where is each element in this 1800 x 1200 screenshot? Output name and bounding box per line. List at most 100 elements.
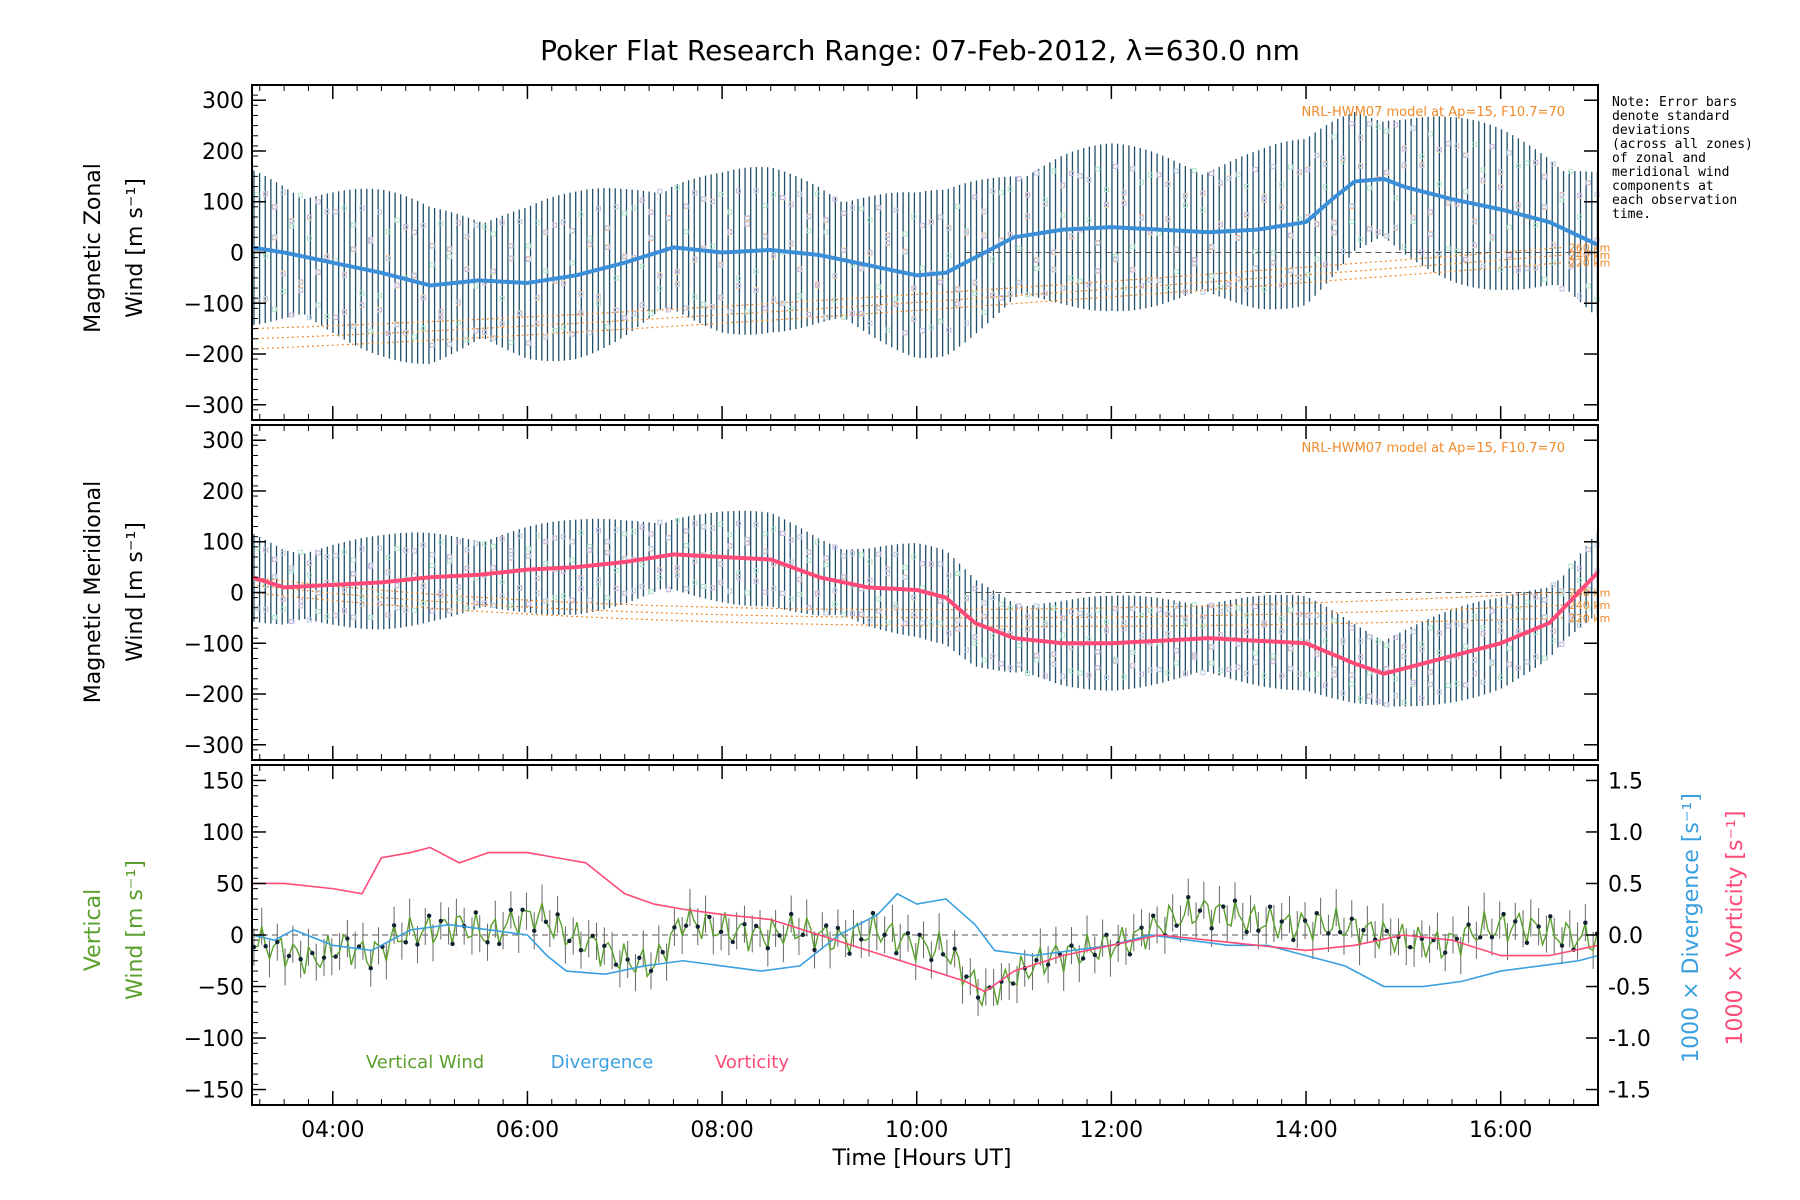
vertical-wind-point [824,923,829,928]
zone-sample-marker [981,208,987,214]
zone-sample-marker [1051,661,1057,667]
zone-sample-marker [1340,159,1346,165]
zone-sample-marker [753,268,759,274]
zone-sample-marker [499,321,505,327]
zone-sample-marker [613,307,619,313]
zone-sample-marker [1393,224,1399,230]
zone-sample-marker [359,594,365,600]
zone-sample-marker [525,340,531,346]
vertical-wind-point [894,951,899,956]
zone-sample-marker [806,214,812,220]
model-curve [251,576,1564,611]
zone-sample-marker [359,601,365,607]
zone-sample-marker [490,268,496,274]
zone-sample-marker [928,324,934,330]
zone-sample-marker [885,566,891,572]
zone-sample-marker [1060,182,1066,188]
vertical-wind-point [1069,943,1074,948]
model-curve [251,591,1564,627]
zone-sample-marker [1559,641,1565,647]
zone-sample-marker [744,221,750,227]
zone-sample-marker [622,254,628,260]
vertical-wind-point [1384,928,1390,934]
zone-sample-marker [1331,667,1337,673]
zone-sample-marker [858,552,864,558]
zone-sample-marker [753,578,759,584]
vertical-wind-point [1501,911,1506,917]
zone-sample-marker [1375,229,1381,235]
zone-sample-marker [464,267,470,273]
zone-sample-marker [1025,614,1031,620]
vertical-ylabel-line1: Vertical [81,889,106,971]
zone-sample-marker [350,557,356,563]
zone-sample-marker [447,608,453,614]
zone-sample-marker [490,564,496,570]
vertical-wind-point [730,939,735,945]
zone-sample-marker [1366,670,1372,676]
zone-sample-marker [1139,612,1145,618]
zone-sample-marker [1366,185,1372,191]
zone-sample-marker [1156,607,1162,613]
zone-sample-marker [981,600,987,606]
zone-sample-marker [744,309,750,315]
zone-sample-marker [692,520,698,526]
zone-sample-marker [1401,244,1407,250]
zone-sample-marker [1217,668,1223,674]
zone-sample-marker [911,285,917,291]
zone-sample-marker [482,329,488,335]
zone-sample-marker [1121,619,1127,625]
zone-sample-marker [324,313,330,319]
zone-sample-marker [333,315,339,321]
zone-sample-marker [1235,664,1241,670]
zone-sample-marker [385,612,391,618]
zone-sample-marker [376,293,382,299]
zone-sample-marker [420,222,426,228]
zone-sample-marker [1217,285,1223,291]
zone-sample-marker [1244,670,1250,676]
zone-sample-marker [1217,180,1223,186]
zone-sample-marker [955,301,961,307]
zone-sample-marker [543,334,549,340]
zone-sample-marker [552,222,558,228]
zone-sample-marker [1471,657,1477,663]
zone-sample-marker [937,279,943,285]
vertical-wind-point [567,938,572,944]
zone-sample-marker [447,246,453,252]
zone-sample-marker [429,552,435,558]
zone-sample-marker [1445,246,1451,252]
vertical-wind-point [952,946,957,951]
zone-sample-marker [1174,168,1180,174]
zone-sample-marker [1401,699,1407,705]
right-tick-label: -1.5 [1608,1079,1651,1104]
zone-sample-marker [1042,673,1048,679]
zone-sample-marker [1130,267,1136,273]
zone-sample-marker [587,597,593,603]
zone-sample-marker [578,211,584,217]
zone-sample-marker [525,256,531,262]
zone-sample-marker [963,647,969,653]
zone-sample-marker [1568,563,1574,569]
zone-sample-marker [1314,256,1320,262]
zone-sample-marker [972,290,978,296]
zone-sample-marker [1270,164,1276,170]
zone-sample-marker [1340,155,1346,161]
zone-sample-marker [1559,641,1565,647]
zone-sample-marker [762,305,768,311]
zone-sample-marker [1401,644,1407,650]
zone-sample-marker [990,654,996,660]
zone-sample-marker [534,294,540,300]
zone-sample-marker [1524,266,1530,272]
zone-sample-marker [1287,645,1293,651]
zone-sample-marker [1095,649,1101,655]
model-curve-label: 220 km [1569,612,1611,625]
zone-sample-marker [1086,672,1092,678]
zone-sample-marker [1331,672,1337,678]
zone-sample-marker [867,559,873,565]
zone-sample-marker [920,222,926,228]
vertical-wind-point [718,929,724,934]
zone-sample-marker [1480,679,1486,685]
zone-sample-marker [569,539,575,545]
vertical-wind-point [683,923,689,928]
zone-sample-marker [849,205,855,211]
zone-sample-marker [412,334,418,340]
